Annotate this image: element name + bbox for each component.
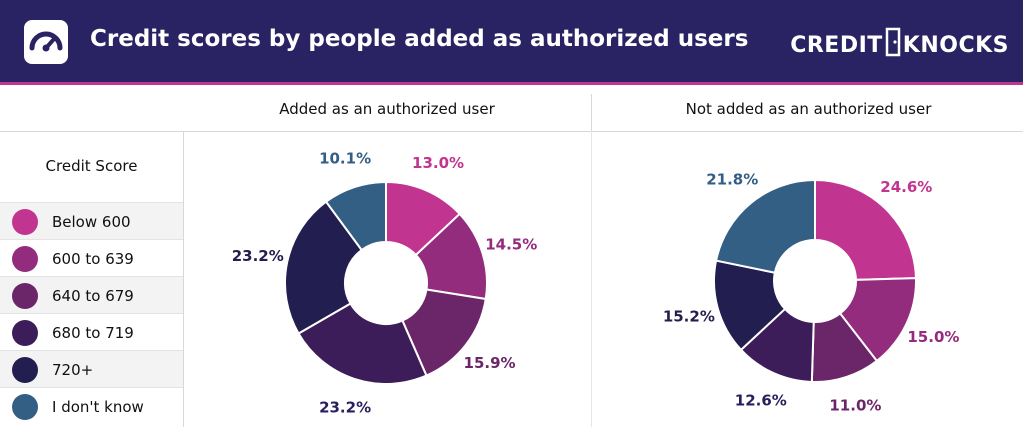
legend-label: 680 to 719 [52,323,134,342]
legend-swatch [12,282,38,309]
data-label: 24.6% [880,178,932,196]
brand-logo: CREDIT KNOCKS [790,27,1009,63]
chart-title-authorized: Added as an authorized user [279,100,495,118]
divider [591,94,592,131]
legend-item: 720+ [0,350,183,388]
legend-swatch [12,208,38,235]
header-bar: Credit scores by people added as authori… [0,0,1023,85]
legend-item: Below 600 [0,202,183,240]
brand-logo-right: KNOCKS [902,32,1009,58]
data-label: 15.9% [464,354,516,372]
legend-swatch [12,319,38,346]
divider [0,131,1023,132]
legend-label: 720+ [52,360,94,379]
data-label: 11.0% [829,397,881,415]
gauge-icon [24,20,68,64]
legend-item: I don't know [0,387,183,425]
legend-label: 640 to 679 [52,286,134,305]
legend-item: 680 to 719 [0,313,183,351]
chart-title-not-authorized: Not added as an authorized user [685,100,932,118]
page-title: Credit scores by people added as authori… [90,26,749,52]
legend-item: 600 to 639 [0,239,183,277]
legend-swatch [12,356,38,383]
donut-hole [774,240,856,322]
data-label: 15.2% [663,307,715,325]
legend-item: 640 to 679 [0,276,183,314]
door-icon [885,27,901,63]
data-label: 13.0% [412,154,464,172]
divider [183,131,184,427]
legend-label: Below 600 [52,212,131,231]
donut-hole [345,242,427,324]
legend-label: 600 to 639 [52,249,134,268]
data-label: 23.2% [232,247,284,265]
data-label: 21.8% [706,170,758,188]
data-label: 12.6% [735,391,787,409]
legend-title: Credit Score [45,157,138,175]
brand-logo-left: CREDIT [790,32,883,58]
legend-label: I don't know [52,397,144,416]
legend-swatch [12,245,38,272]
legend-swatch [12,393,38,420]
data-label: 23.2% [319,398,371,416]
data-label: 14.5% [485,236,537,254]
divider [591,131,592,427]
data-label: 10.1% [319,150,371,168]
data-label: 15.0% [907,328,959,346]
pie-slice [297,302,428,385]
